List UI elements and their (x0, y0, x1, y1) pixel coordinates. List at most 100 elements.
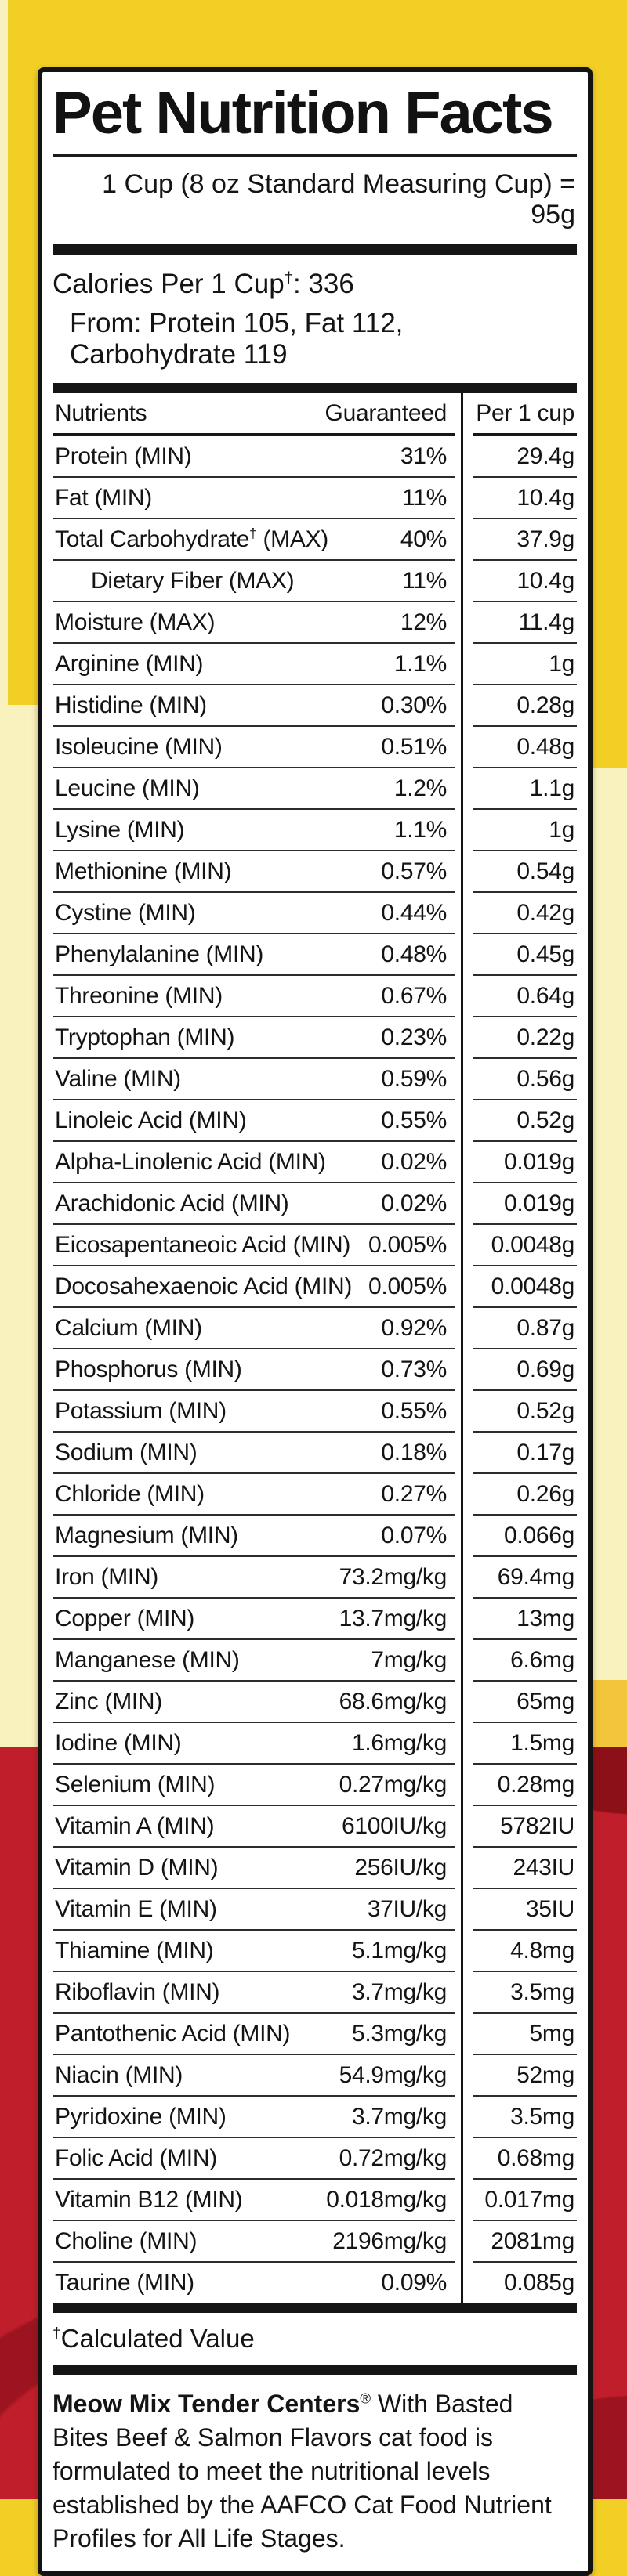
calories-from-line: From: Protein 105, Fat 112, Carbohydrate… (70, 307, 404, 370)
per-cup-cell: 0.066g (461, 1515, 577, 1557)
per-cup-value: 243IU (473, 1848, 577, 1889)
table-row: Riboflavin (MIN) 3.7mg/kg 3.5mg (53, 1971, 577, 2014)
table-row: Taurine (MIN) 0.09% 0.085g (53, 2262, 577, 2303)
nutrient-name: Taurine (MIN) (55, 2269, 194, 2296)
guaranteed-value: 1.6mg/kg (352, 1729, 447, 1756)
per-cup-value: 0.52g (473, 1100, 577, 1142)
guaranteed-value: 3.7mg/kg (352, 2103, 447, 2130)
nutrient-name: Vitamin D (MIN) (55, 1854, 219, 1881)
guaranteed-value: 0.67% (381, 982, 447, 1009)
per-cup-value: 0.48g (473, 727, 577, 768)
per-cup-cell: 1g (461, 643, 577, 685)
nutrient-name: Leucine (MIN) (55, 775, 200, 801)
per-cup-value: 1.1g (473, 768, 577, 810)
nutrient-name: Cystine (MIN) (55, 899, 196, 926)
per-cup-cell: 65mg (461, 1681, 577, 1723)
nutrient-name: Moisture (MAX) (55, 609, 216, 635)
per-cup-value: 0.0048g (473, 1266, 577, 1308)
row-left: Iodine (MIN) 1.6mg/kg (53, 1723, 455, 1765)
row-left: Valine (MIN) 0.59% (53, 1059, 455, 1100)
brand-name: Meow Mix Tender Centers (53, 2389, 361, 2418)
per-cup-cell: 5mg (461, 2013, 577, 2055)
table-row: Phosphorus (MIN) 0.73% 0.69g (53, 1349, 577, 1391)
table-row: Magnesium (MIN) 0.07% 0.066g (53, 1515, 577, 1557)
per-cup-cell: 29.4g (461, 435, 577, 478)
nutrient-name: Sodium (MIN) (55, 1439, 198, 1465)
row-left: Phenylalanine (MIN) 0.48% (53, 934, 455, 976)
per-cup-cell: 1.1g (461, 768, 577, 810)
per-cup-cell: 243IU (461, 1847, 577, 1889)
guaranteed-value: 68.6mg/kg (339, 1688, 448, 1714)
table-row: Selenium (MIN) 0.27mg/kg 0.28mg (53, 1764, 577, 1806)
table-row: Calcium (MIN) 0.92% 0.87g (53, 1307, 577, 1349)
per-cup-value: 4.8mg (473, 1931, 577, 1972)
nutrient-name: Tryptophan (MIN) (55, 1024, 235, 1050)
table-row: Potassium (MIN) 0.55% 0.52g (53, 1390, 577, 1433)
row-left: Riboflavin (MIN) 3.7mg/kg (53, 1972, 455, 2014)
nutrient-rows: Protein (MIN) 31% 29.4g Fat (MIN) 11% 10.4g To… (53, 435, 577, 2303)
table-row: Choline (MIN) 2196mg/kg 2081mg (53, 2220, 577, 2263)
guaranteed-value: 11% (402, 567, 447, 594)
per-cup-value: 0.87g (473, 1308, 577, 1349)
per-cup-cell: 0.69g (461, 1349, 577, 1391)
header-per-cup-cell: Per 1 cup (461, 392, 577, 436)
per-cup-value: 65mg (473, 1682, 577, 1723)
row-left: Zinc (MIN) 68.6mg/kg (53, 1682, 455, 1723)
row-left: Calcium (MIN) 0.92% (53, 1308, 455, 1349)
nutrient-name: Calcium (MIN) (55, 1314, 202, 1341)
serving-size-line: 1 Cup (8 oz Standard Measuring Cup) = 95… (102, 168, 575, 229)
per-cup-cell: 0.0048g (461, 1266, 577, 1308)
package-right-gold-band (591, 1680, 627, 1747)
per-cup-cell: 10.4g (461, 477, 577, 519)
per-cup-cell: 0.17g (461, 1432, 577, 1474)
guaranteed-value: 0.51% (381, 733, 447, 760)
table-row: Copper (MIN) 13.7mg/kg 13mg (53, 1598, 577, 1640)
table-row: Valine (MIN) 0.59% 0.56g (53, 1058, 577, 1100)
row-left: Pyridoxine (MIN) 3.7mg/kg (53, 2097, 455, 2138)
per-cup-cell: 0.22g (461, 1017, 577, 1059)
nutrient-name: Folic Acid (MIN) (55, 2144, 217, 2171)
title-rule (53, 153, 577, 157)
table-row: Arginine (MIN) 1.1% 1g (53, 643, 577, 685)
guaranteed-value: 3.7mg/kg (352, 1978, 447, 2005)
table-row: Chloride (MIN) 0.27% 0.26g (53, 1473, 577, 1516)
per-cup-value: 3.5mg (473, 2097, 577, 2138)
per-cup-value: 0.68mg (473, 2138, 577, 2180)
nutrient-name: Eicosapentaneoic Acid (MIN) (55, 1231, 351, 1258)
table-row: Vitamin A (MIN) 6100IU/kg 5782IU (53, 1805, 577, 1848)
guaranteed-value: 13.7mg/kg (339, 1605, 448, 1631)
per-cup-value: 11.4g (473, 602, 577, 644)
nutrient-name: Phosphorus (MIN) (55, 1356, 242, 1382)
per-cup-cell: 4.8mg (461, 1930, 577, 1972)
per-cup-value: 0.066g (473, 1516, 577, 1557)
table-row: Thiamine (MIN) 5.1mg/kg 4.8mg (53, 1930, 577, 1972)
guaranteed-value: 0.55% (381, 1397, 447, 1424)
row-left: Isoleucine (MIN) 0.51% (53, 727, 455, 768)
guaranteed-value: 0.18% (381, 1439, 447, 1465)
row-left: Threonine (MIN) 0.67% (53, 976, 455, 1017)
per-cup-value: 52mg (473, 2055, 577, 2097)
section-bar (53, 244, 577, 255)
nutrient-name: Pantothenic Acid (MIN) (55, 2020, 291, 2047)
guaranteed-value: 0.55% (381, 1107, 447, 1133)
nutrient-name: Histidine (MIN) (55, 692, 207, 718)
table-row: Lysine (MIN) 1.1% 1g (53, 809, 577, 851)
header-nutrients: Nutrients (55, 399, 147, 426)
per-cup-cell: 0.0048g (461, 1224, 577, 1266)
header-guaranteed: Guaranteed (324, 399, 448, 426)
calculated-value-footnote: †Calculated Value (53, 2323, 255, 2353)
row-left: Total Carbohydrate† (MAX) 40% (53, 519, 455, 561)
per-cup-value: 0.28mg (473, 1765, 577, 1806)
guaranteed-value: 0.72mg/kg (339, 2144, 448, 2171)
per-cup-cell: 0.28mg (461, 1764, 577, 1806)
nutrient-name: Niacin (MIN) (55, 2061, 183, 2088)
nutrient-name: Vitamin E (MIN) (55, 1895, 217, 1922)
per-cup-value: 0.26g (473, 1474, 577, 1516)
row-left: Cystine (MIN) 0.44% (53, 893, 455, 934)
per-cup-cell: 35IU (461, 1888, 577, 1931)
guaranteed-value: 0.23% (381, 1024, 447, 1050)
row-left: Choline (MIN) 2196mg/kg (53, 2221, 455, 2263)
row-left: Phosphorus (MIN) 0.73% (53, 1349, 455, 1391)
per-cup-cell: 69.4mg (461, 1556, 577, 1599)
